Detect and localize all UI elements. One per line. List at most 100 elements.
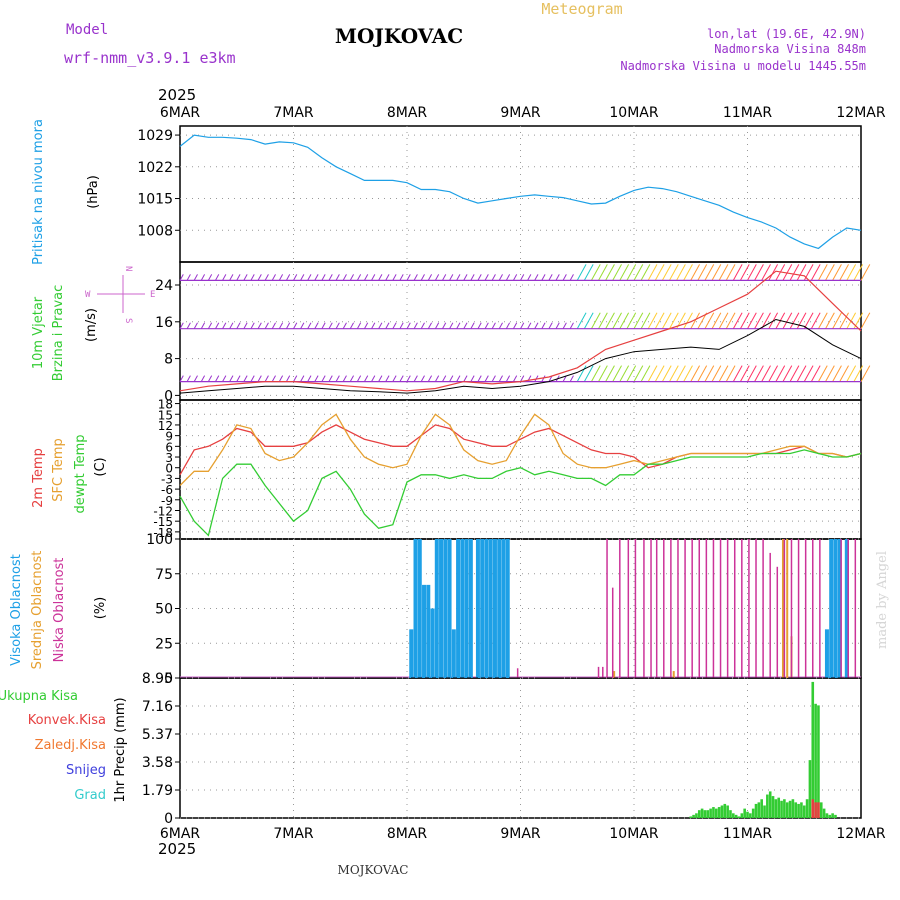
precip-total-bar-46	[819, 802, 823, 818]
cloud-high-bar-9	[447, 539, 452, 678]
cloud-high-bar-24	[829, 539, 834, 678]
wind-barb-1-4	[236, 322, 241, 329]
wind-barb-0-14.5	[385, 375, 390, 382]
wind-barb-2-45	[817, 264, 828, 281]
wind-barb-0-17.5	[427, 375, 433, 382]
dewpt-line	[179, 449, 862, 537]
ytick-label-3-4: 0	[164, 671, 173, 687]
wind-barb-0-16.5	[413, 375, 418, 382]
wind-barb-2-44.5	[810, 264, 821, 281]
wind-barb-0-5	[250, 375, 255, 382]
precip-total-bar-44	[814, 703, 817, 818]
precip-total-bar-31	[777, 797, 781, 818]
precip-total-bar-33	[783, 799, 786, 818]
wind-barb-1-8.5	[300, 322, 305, 329]
wind-barb-1-22.5	[498, 322, 503, 329]
wind-barb-1-40	[747, 312, 757, 329]
wind-barb-0-23.5	[512, 375, 518, 382]
panel-frame-0	[179, 125, 862, 263]
wind-barb-2-9	[307, 274, 312, 281]
ytick-label-0-3: 1008	[137, 223, 173, 239]
precip-conv-bar-0	[811, 799, 815, 818]
precip-total-bar-42	[808, 760, 812, 818]
wind-barb-2-19.5	[456, 274, 461, 281]
snow-label: Snijeg	[66, 763, 106, 778]
wind-barb-0-8	[293, 375, 298, 382]
wind-barb-2-40	[747, 264, 757, 281]
wind-barb-1-29.5	[598, 312, 608, 329]
wind-barb-2-34.5	[669, 264, 679, 281]
precip-total-bar-4	[700, 808, 704, 818]
panel-frame-4	[179, 677, 862, 819]
cloud-low-bar-34	[840, 539, 842, 678]
wind-barb-1-1.5	[200, 322, 206, 329]
wind-barb-0-22.5	[498, 375, 503, 382]
wind-barb-1-36	[690, 312, 700, 329]
precip-total-bar-7	[709, 808, 712, 818]
wind-barb-2-36	[690, 264, 700, 281]
wind-barb-1-44.5	[810, 312, 821, 329]
wind-barb-2-16.5	[413, 274, 418, 281]
precip-total-bar-29	[771, 796, 775, 818]
cloud-high-bar-6	[434, 539, 439, 678]
cloud-low-bar-35	[847, 539, 849, 678]
wind-barb-1-17.5	[427, 322, 433, 329]
precip-total-bar-35	[788, 800, 792, 818]
cloud-high-bar-20	[497, 539, 502, 678]
wind-barb-2-11.5	[342, 274, 347, 281]
precip-total-bar-15	[732, 813, 735, 818]
ytick-label-1-2: 8	[164, 352, 173, 368]
wind-barb-0-38.5	[725, 365, 736, 382]
precip-total-bar-18	[740, 813, 744, 818]
wind-barb-1-31	[619, 312, 630, 329]
wind-barb-0-6	[264, 375, 269, 382]
wind-barb-0-1	[193, 375, 198, 382]
wind-barb-1-5.5	[257, 322, 262, 329]
ytick-label-1-1: 16	[155, 315, 173, 331]
precip-total-bar-40	[802, 805, 806, 818]
wind-barb-0-39	[732, 365, 743, 382]
cloud-low-bar-3	[606, 539, 608, 678]
ytick-label-3-0: 100	[146, 532, 173, 548]
direction-key-w: W	[85, 290, 91, 300]
wind-barb-2-8.5	[300, 274, 305, 281]
wind-barb-2-31.5	[626, 264, 637, 281]
wind-title: 10m Vjetar	[31, 296, 46, 369]
wind-barb-0-18	[434, 375, 440, 382]
wind-barb-2-38.5	[725, 264, 736, 281]
cloud-low-bar-25	[762, 539, 764, 678]
wind-barb-2-24.5	[527, 274, 532, 281]
wind-barb-2-47	[846, 264, 857, 281]
wind-barb-1-7.5	[285, 322, 291, 329]
wind-barb-1-23.5	[512, 322, 518, 329]
ytick-label-2-6: 0	[165, 462, 173, 476]
cloud-high-bar-12	[460, 539, 465, 678]
wind-barb-1-1	[193, 322, 198, 329]
wind-barb-0-46.5	[839, 365, 849, 382]
wind-barb-2-30	[605, 264, 615, 281]
wind-barb-0-12	[349, 375, 354, 382]
wind-barb-1-28.5	[583, 312, 594, 329]
wind-barb-0-5.5	[257, 375, 262, 382]
cloud-low-bar-8	[643, 539, 645, 678]
wind-barb-2-36.5	[697, 264, 708, 281]
wind-barb-1-6	[264, 322, 269, 329]
wind-barb-0-30	[605, 365, 615, 382]
wind-barb-2-22	[491, 274, 496, 281]
ytick-label-2-12: -18	[153, 526, 173, 540]
precip-total-bar-12	[723, 803, 727, 818]
precip-total-bar-34	[785, 802, 789, 818]
direction-key-e: E	[150, 290, 155, 300]
wind-barb-1-6.5	[271, 322, 276, 329]
wind-barb-0-4	[236, 375, 241, 382]
wind-barb-2-37.5	[711, 264, 722, 281]
wind-barb-2-8	[293, 274, 298, 281]
precip-total-bar-27	[766, 794, 769, 818]
precip-total-bar-3	[697, 810, 701, 818]
cloud-high-bar-27	[844, 539, 849, 678]
wind-barb-0-33.5	[654, 365, 665, 382]
wind-barb-1-44	[803, 312, 814, 329]
cloud-high-bar-22	[505, 539, 510, 678]
wind-barb-0-11.5	[342, 375, 347, 382]
